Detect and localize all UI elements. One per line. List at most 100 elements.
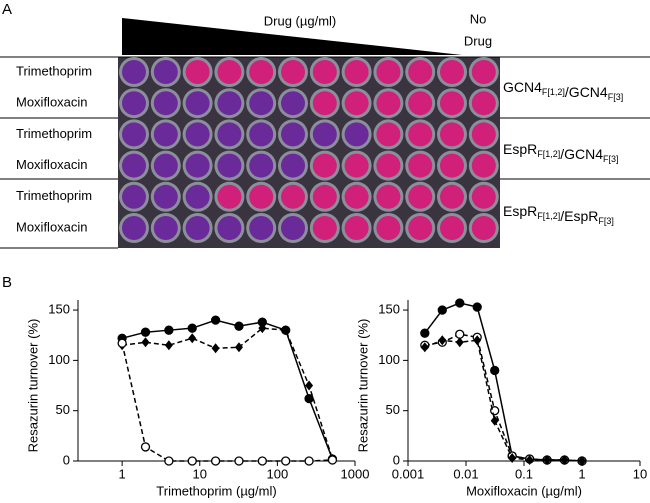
marker <box>164 325 174 335</box>
well <box>217 91 242 116</box>
well <box>249 153 274 178</box>
well <box>376 60 401 84</box>
row-label: Trimethoprim <box>16 126 92 141</box>
well <box>217 153 242 178</box>
well <box>153 184 178 209</box>
y-tick-label: 0 <box>393 452 400 467</box>
series-line <box>122 327 334 460</box>
well <box>440 60 464 84</box>
well <box>376 91 401 116</box>
x-tick-label: 1 <box>578 466 585 481</box>
well <box>408 153 433 178</box>
marker <box>234 321 244 331</box>
well <box>312 60 337 84</box>
well <box>153 153 178 178</box>
well <box>217 60 242 84</box>
panel-label: A <box>2 1 12 18</box>
x-tick-label: 0.001 <box>392 466 425 481</box>
x-tick-label: 100 <box>267 466 289 481</box>
well <box>153 216 178 240</box>
x-tick-label: 10 <box>633 466 647 481</box>
marker <box>490 415 499 426</box>
well <box>344 91 369 116</box>
marker <box>140 327 151 337</box>
strain-name: /GCN4 <box>560 146 603 162</box>
marker <box>525 454 534 465</box>
marker <box>140 442 151 452</box>
well <box>217 216 242 240</box>
y-axis-label: Resazurin turnover (%) <box>25 319 40 453</box>
marker <box>327 455 338 465</box>
marker <box>257 456 267 466</box>
drug-label: Drug (µg/ml) <box>264 13 337 28</box>
marker <box>560 454 569 465</box>
well <box>440 153 464 178</box>
marker <box>210 315 221 325</box>
well <box>312 184 337 209</box>
marker <box>164 456 174 466</box>
well <box>249 216 274 240</box>
marker <box>438 335 447 346</box>
x-tick-label: 1 <box>119 466 126 481</box>
well <box>312 122 337 147</box>
well <box>122 122 146 147</box>
well <box>122 60 146 84</box>
well <box>408 91 433 116</box>
strain-subscript: F[3] <box>603 154 619 164</box>
strain-name: /EspR <box>560 208 598 224</box>
well <box>217 184 242 209</box>
strain-subscript: F[1,2] <box>537 211 560 221</box>
well <box>376 122 401 147</box>
row-label: Moxifloxacin <box>16 95 88 110</box>
well <box>408 216 433 240</box>
row-label: Moxifloxacin <box>16 157 88 172</box>
series-line <box>424 333 583 462</box>
x-axis-label: Moxifloxacin (µg/ml) <box>466 483 582 498</box>
marker <box>234 342 243 353</box>
well <box>249 184 274 209</box>
well <box>185 184 210 209</box>
y-tick-label: 150 <box>378 302 400 317</box>
marker <box>188 333 197 344</box>
marker <box>187 323 197 333</box>
x-tick-label: 1000 <box>341 466 370 481</box>
y-tick-label: 0 <box>63 452 70 467</box>
strain-name: GCN4 <box>503 79 542 95</box>
well <box>312 153 337 178</box>
marker <box>455 329 465 339</box>
well <box>471 216 496 240</box>
marker <box>473 335 482 346</box>
x-tick-label: 0.1 <box>515 466 533 481</box>
well <box>153 122 178 147</box>
marker <box>508 452 517 463</box>
marker <box>304 393 314 404</box>
strain-name: EspR <box>503 203 537 219</box>
no-drug-label: Drug <box>464 33 492 48</box>
strain-label: EspRF[1,2]/GCN4F[3] <box>503 141 619 165</box>
well <box>440 91 464 116</box>
strain-label: EspRF[1,2]/EspRF[3] <box>503 203 614 227</box>
y-tick-label: 100 <box>378 352 400 367</box>
strain-subscript: F[3] <box>598 216 614 226</box>
well <box>440 184 464 209</box>
strain-subscript: F[3] <box>608 92 624 102</box>
well <box>312 216 337 240</box>
well <box>471 184 496 209</box>
well <box>185 216 210 240</box>
well <box>408 60 433 84</box>
y-tick-label: 50 <box>386 402 400 417</box>
well <box>281 122 305 147</box>
marker <box>141 337 150 348</box>
well <box>281 184 305 209</box>
x-axis-label: Trimethoprim (µg/ml) <box>156 483 276 498</box>
series-line <box>121 343 333 462</box>
row-label: Trimethoprim <box>16 188 92 203</box>
panel-label: B <box>2 274 12 291</box>
series-line <box>424 339 583 462</box>
well <box>440 122 464 147</box>
well <box>376 184 401 209</box>
x-tick-label: 10 <box>193 466 207 481</box>
marker <box>420 328 430 338</box>
well <box>440 216 464 240</box>
well <box>249 60 274 84</box>
